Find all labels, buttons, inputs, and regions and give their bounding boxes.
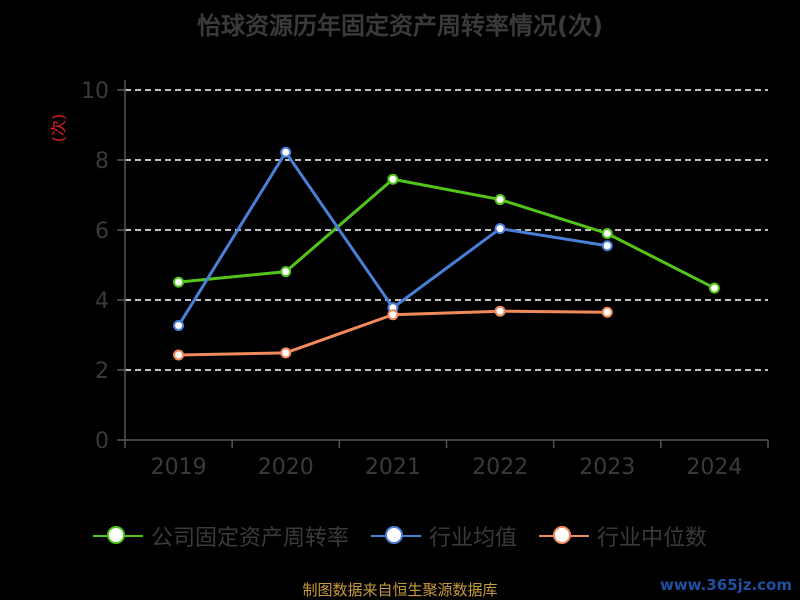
x-tick-label: 2024 [686,455,742,480]
data-point [387,309,399,321]
data-point [494,305,506,317]
legend-label: 行业中位数 [597,526,708,551]
data-point [708,282,720,294]
series-line [178,177,716,290]
data-point [601,228,613,239]
data-point [173,349,185,361]
legend: 公司固定资产周转率 行业均值 行业中位数 [0,520,800,552]
y-tick-label: 4 [95,289,109,314]
y-tick-label: 6 [95,219,109,244]
legend-swatch [370,526,421,546]
y-tick-label: 8 [95,149,109,174]
legend-label: 行业均值 [428,526,517,551]
legend-swatch [539,526,589,546]
x-tick-label: 2020 [258,455,314,480]
y-axis-label: (次) [49,114,68,143]
data-point [494,223,506,235]
data-point [173,320,185,332]
data-point [601,240,613,252]
data-point [280,347,292,359]
legend-swatch [92,526,143,546]
y-tick-label: 10 [81,79,109,104]
data-point [494,194,506,206]
data-point [280,266,292,278]
watermark: www.365jz.com [659,576,792,594]
legend-item[interactable]: 行业均值 [370,520,517,552]
source-note: 制图数据来自恒生聚源数据库 [302,581,498,599]
x-tick-label: 2019 [151,455,207,480]
data-point [173,276,185,288]
x-tick-label: 2023 [579,455,635,480]
data-point [280,146,292,158]
legend-item[interactable]: 公司固定资产周转率 [92,520,349,552]
chart-title: 怡球资源历年固定资产周转率情况(次) [197,12,603,40]
y-tick-label: 2 [95,359,109,384]
data-point [601,306,613,318]
y-tick-label: 0 [95,429,109,454]
data-point [387,173,399,185]
x-tick-label: 2022 [472,455,528,480]
x-tick-label: 2021 [365,455,421,480]
legend-label: 公司固定资产周转率 [150,526,349,551]
legend-item[interactable]: 行业中位数 [539,520,707,552]
